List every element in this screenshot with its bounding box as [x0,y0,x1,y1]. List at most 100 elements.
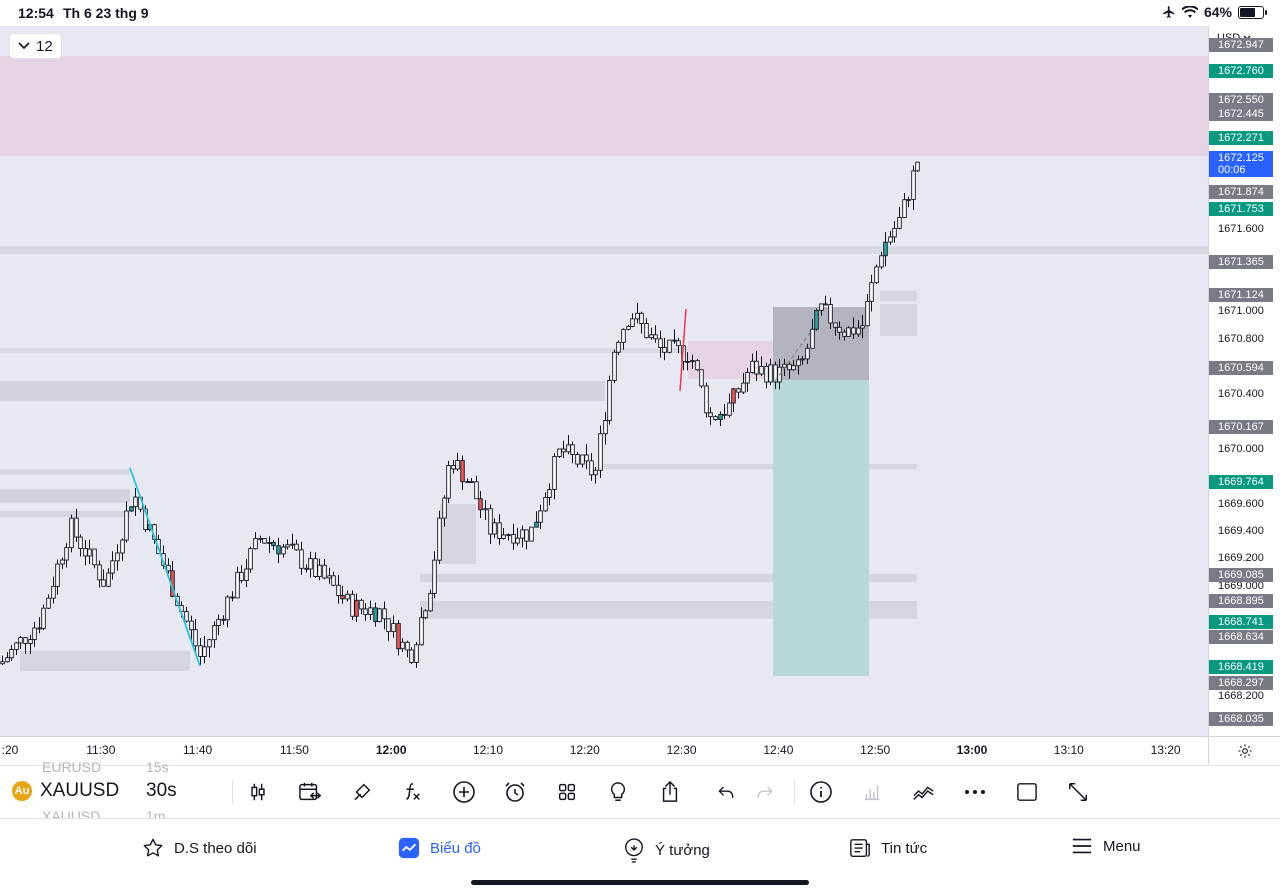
candle-body [612,351,617,381]
candle-type-button[interactable] [244,778,272,806]
drawings-layer [129,308,813,667]
symbol-selector[interactable]: Au XAUUSD [12,780,119,802]
candle-body [64,547,69,561]
candle-body [469,481,474,483]
candle-body [248,548,253,570]
candle-body [363,608,368,616]
level-band [0,381,605,401]
time-tick-label: 11:30 [86,743,116,757]
info-button[interactable] [807,778,835,806]
chart-toolbar: EURUSD 15s XAUUSD 1m Au XAUUSD 30s [0,759,1280,824]
candle-body [474,481,479,500]
price-tag: 1671.365 [1209,255,1273,270]
date-range-button[interactable] [296,778,324,806]
interval-collapse-button[interactable]: 12 [10,34,61,58]
add-button[interactable] [450,778,478,806]
chart-pane[interactable] [0,26,1208,736]
candle-body [727,402,732,416]
price-tag: 1668.419 [1209,659,1273,674]
tab-watchlist[interactable]: D.S theo dõi [142,837,257,859]
fullscreen-button[interactable] [1064,778,1092,806]
chevron-down-icon [18,42,30,50]
interval-selector[interactable]: 30s [146,780,177,802]
time-tick-label: 13:00 [956,743,988,757]
candle-body [69,517,74,549]
price-tag-value: 1668.419 [1218,660,1264,673]
toolbar-divider [232,780,233,804]
compare-button[interactable] [910,778,938,806]
price-axis[interactable]: USD 1671.6001671.0001670.8001670.4001670… [1208,26,1280,736]
level-band [420,574,917,582]
interval-collapse-label: 12 [36,37,53,55]
candle-body [639,312,644,324]
candle-body [414,644,419,663]
candle-body [575,454,580,465]
more-button[interactable] [961,778,989,806]
ghost-symbol-above: EURUSD [42,759,102,775]
news-icon [850,839,870,857]
time-axis[interactable]: :20 11:30 11:40 11:50 12:00 12:10 12:20 12:30 12… [0,736,1208,764]
price-tag: 1668.297 [1209,676,1273,691]
drawing-tools-button[interactable] [348,778,376,806]
price-tag-value: 1669.085 [1218,569,1264,582]
candle-body [97,564,102,581]
candle-body [833,322,838,328]
price-tag: 1671.874 [1209,185,1273,200]
candle-body [911,170,916,200]
candle-body [662,347,667,353]
chart-settings-button[interactable] [1208,736,1280,764]
redo-button[interactable] [751,778,779,806]
candle-body [129,506,134,512]
countdown-label: 00:06 [1218,163,1246,176]
time-tick-label: 12:00 [375,743,407,757]
compare-icon [913,786,934,800]
candle-body [285,544,290,548]
candle-body [446,464,451,499]
candle-body [382,608,387,620]
candlestick-chart[interactable] [0,26,1208,736]
candle-body [225,596,230,621]
candle-body [55,563,60,587]
price-tag: 1671.753 [1209,202,1273,217]
candle-body [630,318,635,327]
ideas-button[interactable] [604,778,632,806]
candle-body [230,596,235,599]
price-tick-label: 1668.200 [1218,689,1264,702]
share-icon [662,780,678,802]
trend-line [129,467,201,667]
layout-button[interactable] [553,778,581,806]
tab-news[interactable]: Tin tức [849,837,927,859]
candle-body [336,584,341,596]
undo-button[interactable] [712,778,740,806]
candle-body [253,537,258,550]
price-tag-value: 1672.445 [1218,108,1264,121]
object-tree-button[interactable] [1013,778,1041,806]
tab-chart-label: Biểu đồ [430,839,481,857]
candle-body [478,498,483,511]
level-band [0,246,1208,254]
tab-menu[interactable]: Menu [1071,837,1141,855]
price-tag: 1672.760 [1209,63,1273,78]
candle-body [0,661,5,665]
indicators-button[interactable] [398,778,426,806]
tab-ideas[interactable]: Ý tưởng [623,837,710,863]
candle-body [350,593,355,617]
data-window-button[interactable] [858,778,886,806]
candle-body [672,339,677,342]
tab-chart[interactable]: Biểu đồ [398,837,481,859]
chart-icon [398,837,420,859]
indicators-fx-icon [406,783,420,801]
candle-body [437,517,442,561]
price-tick-label: 1669.400 [1218,524,1264,537]
level-band [0,348,700,353]
price-tick-label: 1669.600 [1218,497,1264,510]
candle-body [593,469,598,476]
layout-grid-icon [558,783,576,801]
candle-body [74,517,79,538]
candle-body [865,300,870,327]
alert-button[interactable] [501,778,529,806]
candle-body [193,629,198,647]
share-button[interactable] [656,778,684,806]
price-tag-value: 1669.764 [1218,476,1264,489]
candle-body [377,608,382,623]
